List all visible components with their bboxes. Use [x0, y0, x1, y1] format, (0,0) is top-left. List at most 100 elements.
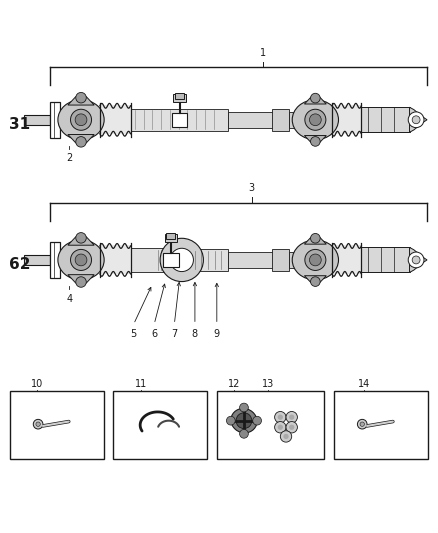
Polygon shape — [410, 107, 427, 132]
Circle shape — [76, 92, 86, 103]
Text: 14: 14 — [358, 379, 371, 389]
Bar — [332, 106, 361, 134]
Circle shape — [310, 254, 321, 266]
Text: 31: 31 — [9, 117, 30, 132]
Text: 3: 3 — [249, 183, 255, 193]
Text: 7: 7 — [171, 329, 177, 338]
Bar — [334, 391, 428, 459]
Circle shape — [311, 136, 320, 146]
Circle shape — [33, 419, 43, 429]
Bar — [113, 391, 207, 459]
Circle shape — [275, 422, 286, 433]
Polygon shape — [304, 97, 326, 104]
Circle shape — [240, 403, 248, 412]
Bar — [50, 102, 60, 138]
Bar — [172, 112, 187, 127]
Text: 11: 11 — [135, 379, 147, 389]
Polygon shape — [410, 247, 427, 272]
Bar — [165, 234, 177, 242]
Polygon shape — [68, 237, 94, 245]
Bar — [24, 115, 50, 125]
Bar — [332, 246, 361, 274]
Bar — [131, 109, 228, 131]
Text: 1: 1 — [260, 47, 266, 58]
Polygon shape — [304, 135, 326, 142]
Bar — [163, 253, 179, 267]
Bar — [272, 249, 289, 271]
Polygon shape — [68, 96, 94, 105]
Bar — [228, 112, 280, 128]
Polygon shape — [68, 274, 94, 283]
Ellipse shape — [58, 100, 104, 140]
Circle shape — [311, 233, 320, 243]
Circle shape — [76, 277, 86, 287]
Circle shape — [75, 114, 87, 126]
Bar — [173, 94, 186, 102]
Circle shape — [275, 411, 286, 423]
Circle shape — [283, 434, 289, 439]
Bar — [175, 93, 184, 99]
Circle shape — [360, 422, 364, 426]
Polygon shape — [304, 237, 326, 244]
Circle shape — [408, 252, 424, 268]
Circle shape — [226, 416, 235, 425]
Circle shape — [160, 238, 203, 281]
Circle shape — [412, 116, 420, 124]
Bar — [361, 107, 410, 132]
Ellipse shape — [292, 240, 339, 280]
Bar — [50, 242, 60, 278]
Circle shape — [36, 422, 40, 426]
Circle shape — [289, 415, 294, 420]
Circle shape — [75, 254, 87, 266]
Bar — [228, 252, 280, 268]
Circle shape — [305, 249, 326, 270]
Bar — [289, 112, 307, 128]
Ellipse shape — [231, 408, 257, 433]
Bar — [289, 252, 307, 268]
Bar — [100, 106, 131, 134]
Circle shape — [289, 425, 294, 430]
Text: 62: 62 — [9, 257, 31, 272]
Circle shape — [71, 249, 92, 270]
Text: 12: 12 — [228, 379, 240, 389]
Circle shape — [286, 422, 297, 433]
Bar — [361, 247, 410, 272]
Bar — [100, 246, 131, 274]
Bar — [182, 249, 228, 271]
Circle shape — [278, 425, 283, 430]
Bar — [166, 233, 175, 239]
Circle shape — [310, 114, 321, 126]
Circle shape — [412, 256, 420, 264]
Circle shape — [311, 277, 320, 286]
Circle shape — [170, 248, 194, 272]
Ellipse shape — [292, 100, 339, 140]
Circle shape — [71, 109, 92, 130]
Bar — [272, 109, 289, 131]
Text: 5: 5 — [131, 329, 137, 338]
Circle shape — [76, 136, 86, 147]
Circle shape — [286, 411, 297, 423]
Circle shape — [305, 109, 326, 130]
Ellipse shape — [58, 240, 104, 280]
Text: 8: 8 — [192, 329, 198, 338]
Text: 4: 4 — [66, 294, 72, 304]
Text: 13: 13 — [262, 379, 275, 389]
Bar — [10, 391, 104, 459]
Circle shape — [76, 232, 86, 243]
Circle shape — [240, 430, 248, 438]
Text: 2: 2 — [66, 154, 72, 164]
Text: 10: 10 — [31, 379, 43, 389]
Polygon shape — [304, 276, 326, 282]
Polygon shape — [68, 134, 94, 143]
Circle shape — [278, 415, 283, 420]
Circle shape — [280, 431, 292, 442]
Bar — [217, 391, 324, 459]
Circle shape — [236, 413, 252, 429]
Circle shape — [311, 93, 320, 103]
Circle shape — [408, 112, 424, 128]
Bar — [131, 248, 173, 272]
Circle shape — [357, 419, 367, 429]
Bar — [24, 255, 50, 265]
Text: 9: 9 — [214, 329, 220, 338]
Text: 6: 6 — [151, 329, 157, 338]
